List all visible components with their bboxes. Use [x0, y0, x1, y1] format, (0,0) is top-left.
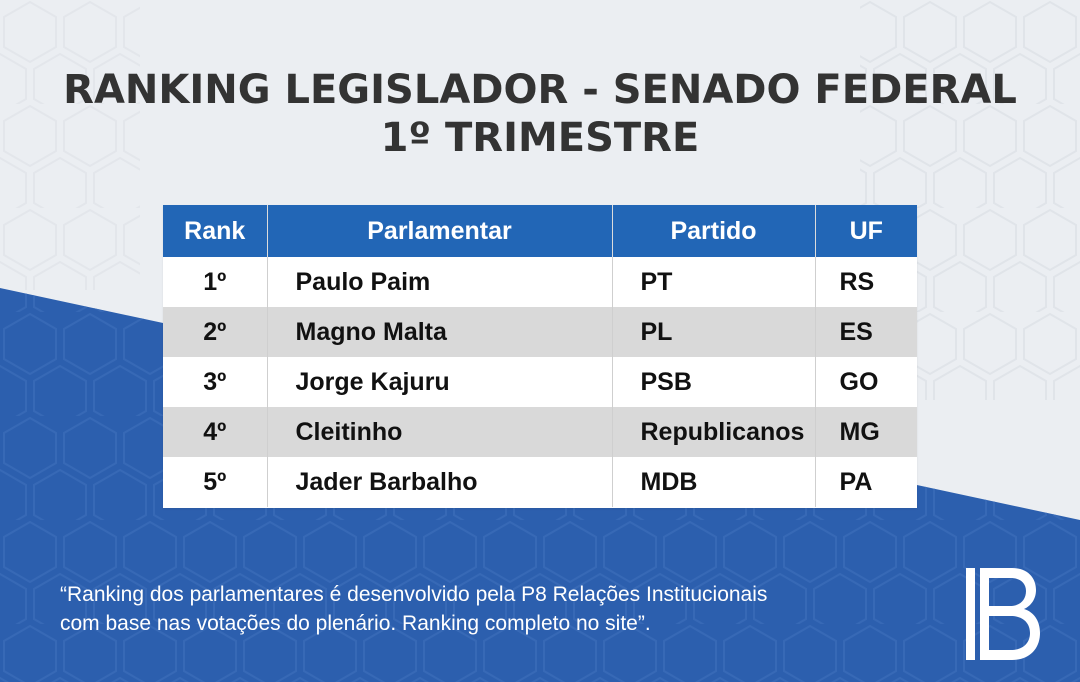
cell-uf: PA	[815, 457, 917, 507]
cell-partido: PSB	[612, 357, 816, 407]
header-parlamentar: Parlamentar	[267, 205, 613, 257]
cell-rank: 2º	[163, 307, 268, 357]
header-uf: UF	[815, 205, 917, 257]
ib-logo-icon	[966, 568, 1040, 660]
quote-line-1: “Ranking dos parlamentares é desenvolvid…	[60, 583, 768, 606]
footer-quote: “Ranking dos parlamentares é desenvolvid…	[60, 580, 920, 638]
table-header-row: Rank Parlamentar Partido UF	[163, 205, 917, 257]
page-title: RANKING LEGISLADOR - SENADO FEDERAL 1º T…	[0, 66, 1080, 162]
cell-partido: Republicanos	[612, 407, 816, 457]
table-row: 1º Paulo Paim PT RS	[163, 257, 917, 307]
cell-uf: ES	[815, 307, 917, 357]
title-line-1: RANKING LEGISLADOR - SENADO FEDERAL	[63, 67, 1017, 113]
cell-uf: RS	[815, 257, 917, 307]
cell-parlamentar: Magno Malta	[267, 307, 613, 357]
cell-parlamentar: Cleitinho	[267, 407, 613, 457]
ranking-table: Rank Parlamentar Partido UF 1º Paulo Pai…	[163, 205, 917, 508]
table-row: 5º Jader Barbalho MDB PA	[163, 457, 917, 507]
cell-uf: GO	[815, 357, 917, 407]
cell-parlamentar: Jorge Kajuru	[267, 357, 613, 407]
cell-partido: MDB	[612, 457, 816, 507]
cell-partido: PL	[612, 307, 816, 357]
cell-uf: MG	[815, 407, 917, 457]
cell-parlamentar: Paulo Paim	[267, 257, 613, 307]
table-row: 3º Jorge Kajuru PSB GO	[163, 357, 917, 407]
cell-rank: 1º	[163, 257, 268, 307]
cell-parlamentar: Jader Barbalho	[267, 457, 613, 507]
table-row: 2º Magno Malta PL ES	[163, 307, 917, 357]
cell-rank: 4º	[163, 407, 268, 457]
quote-line-2: com base nas votações do plenário. Ranki…	[60, 612, 651, 635]
header-partido: Partido	[612, 205, 816, 257]
table-row: 4º Cleitinho Republicanos MG	[163, 407, 917, 457]
cell-rank: 3º	[163, 357, 268, 407]
cell-rank: 5º	[163, 457, 268, 507]
header-rank: Rank	[163, 205, 268, 257]
cell-partido: PT	[612, 257, 816, 307]
title-line-2: 1º TRIMESTRE	[380, 115, 700, 161]
